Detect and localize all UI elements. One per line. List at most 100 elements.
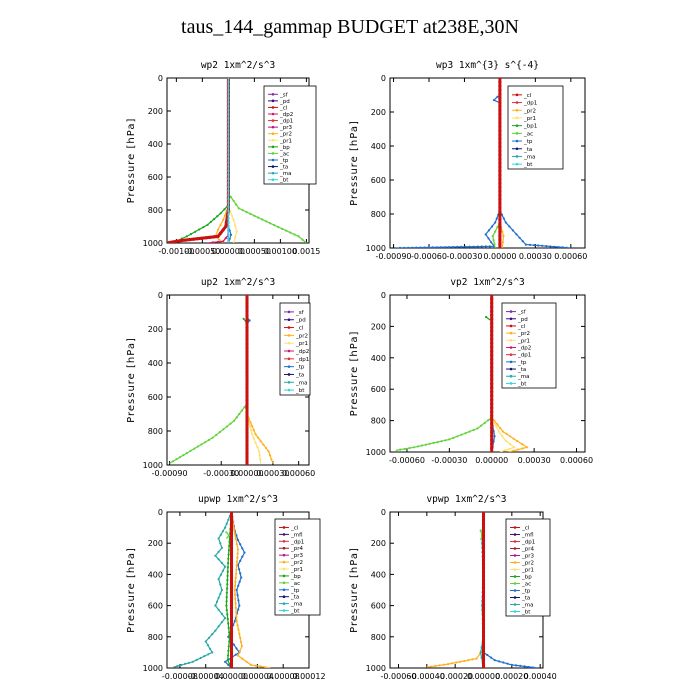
series-point-pr2 [257, 436, 260, 439]
series-point-cl [212, 235, 216, 239]
legend-marker [513, 575, 517, 578]
series-point-pr2 [252, 429, 255, 432]
series-point-cl [490, 353, 494, 357]
series-point-tp [490, 241, 493, 244]
series-point-ma [217, 608, 220, 611]
series-point-dp1 [408, 447, 411, 450]
series-point-bp [225, 609, 228, 612]
series-point-cl [490, 390, 494, 394]
series-point-cl [490, 434, 494, 438]
series-point-tp_b [515, 233, 518, 236]
series-point-ac [289, 231, 292, 234]
series-point-dp1 [472, 428, 475, 432]
series-point-dp1 [448, 438, 451, 441]
legend-label: _dp2 [279, 112, 293, 118]
series-point-cl [490, 333, 494, 337]
series-point-tp_b [508, 225, 511, 228]
panel-title: up2 1xm^2/s^3 [201, 277, 275, 288]
series-point-bp [185, 235, 188, 238]
series-point-cl [245, 390, 249, 394]
legend-marker [513, 568, 517, 571]
y-tick-label: 600 [148, 393, 163, 402]
series-point-bt [227, 225, 230, 228]
series-point-cl [481, 598, 486, 602]
series-point-bp [202, 226, 205, 229]
series-point-bt [227, 217, 230, 220]
series-point-cl [498, 201, 502, 206]
series-point-bp [227, 557, 230, 560]
series-point-cl [490, 414, 494, 418]
series-point-pr2 [451, 662, 454, 665]
series-point-pr1 [250, 429, 253, 432]
series-point-bt [227, 197, 230, 200]
series-point-bt [227, 229, 230, 232]
series-point-cl [229, 562, 234, 566]
x-tick-label: 0.00000 [230, 469, 263, 478]
legend-marker [282, 546, 286, 550]
series-point-cl [200, 236, 204, 240]
series-point-pr1 [503, 449, 506, 452]
series-point-ma [224, 565, 227, 568]
x-tick-label: 0.00050 [238, 247, 271, 256]
series-point-cl [498, 84, 502, 88]
series-point-bt [227, 137, 230, 140]
series-point-cl [229, 586, 234, 590]
series-point-dp1 [171, 460, 175, 463]
series-point-cl [490, 386, 494, 390]
series-point-pr1 [493, 421, 496, 424]
x-tick-label: 0.00030 [256, 469, 289, 478]
series-point-cl [490, 357, 494, 361]
legend-marker [271, 165, 275, 168]
series-point-cl [498, 108, 502, 112]
legend-label: _pr3 [521, 554, 535, 560]
series-point-pr2 [262, 443, 265, 446]
series-point-dp1 [189, 449, 192, 452]
series-point-cl [490, 309, 494, 313]
series-point-pr2 [218, 238, 221, 241]
series-point-ma [207, 636, 211, 639]
series-point-cl [481, 602, 486, 606]
series-point-cl [245, 358, 249, 362]
legend-marker [513, 533, 517, 536]
legend-marker [287, 365, 291, 368]
series-point-tp [447, 246, 451, 248]
legend-marker [271, 92, 275, 96]
y-tick-label: 400 [148, 359, 163, 368]
series-point-cl [498, 129, 502, 133]
series-point-cl [481, 650, 486, 654]
legend-label: _pr1 [295, 341, 308, 347]
series-point-cl [192, 237, 196, 241]
series-point-cl [490, 422, 494, 426]
legend-marker [282, 553, 286, 557]
series-point-tp [239, 572, 242, 575]
legend-label: _dp2 [295, 349, 309, 355]
series-point-tp [480, 245, 483, 248]
series-point-cl [245, 422, 249, 427]
series-point-tp [232, 643, 235, 646]
series-point-ma [217, 550, 220, 553]
series-point-tp_b [528, 243, 532, 246]
series-point-cl [229, 642, 234, 646]
series-point-pr2 [501, 241, 504, 244]
legend-marker [515, 116, 519, 120]
legend-marker [287, 388, 291, 392]
series-point-pr2 [516, 439, 519, 443]
series-point-cl [229, 658, 234, 662]
series-point-pr1 [256, 446, 259, 449]
legend-box [279, 302, 311, 396]
series-point-cl [180, 238, 184, 243]
legend-marker [513, 554, 517, 557]
y-tick-label: 600 [371, 385, 386, 394]
legend-label: _ta [517, 367, 526, 373]
y-tick-label: 200 [371, 539, 386, 548]
series-point-ma [204, 640, 207, 643]
series-point-pr2 [236, 548, 240, 551]
series-group [426, 512, 538, 668]
x-tick-label: 0.00060 [560, 456, 593, 465]
legend-marker [271, 112, 275, 116]
series-point-cl [175, 239, 179, 243]
series-point-pr2 [442, 663, 445, 666]
legend-marker [287, 310, 291, 314]
series-point-pr2 [235, 543, 238, 546]
y-tick-label: 400 [371, 570, 386, 579]
